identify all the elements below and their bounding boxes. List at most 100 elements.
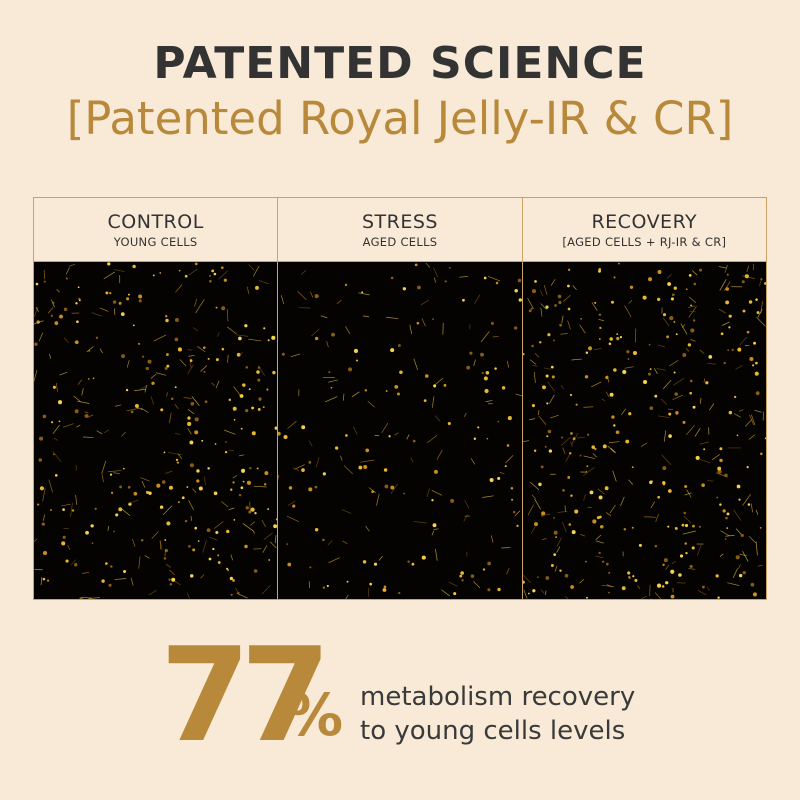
cell-speck [631,526,634,529]
cell-speck [750,503,753,513]
cell-speck [547,429,551,434]
cell-speck [684,523,688,528]
cell-speck [736,434,738,437]
cell-speck [689,379,693,383]
cell-speck [360,459,375,463]
cell-speck [382,588,387,592]
cell-speck [717,596,720,599]
cell-speck [759,452,763,456]
cell-speck [37,503,40,506]
cell-speck [133,491,138,496]
cell-speck [84,411,89,414]
cell-speck [448,581,459,587]
cell-speck [612,470,617,482]
cell-speck [188,544,191,548]
cell-speck [528,418,535,421]
cell-speck [585,596,588,599]
cell-speck [257,378,261,382]
cell-speck [699,397,702,404]
cell-speck [330,386,333,389]
cell-speck [571,530,576,535]
cell-speck [514,510,521,517]
cell-speck [664,581,669,585]
cell-speck [508,415,513,421]
cell-speck [287,515,300,522]
cell-speck [249,466,252,470]
cell-speck [327,584,330,587]
cell-speck [553,304,557,307]
cell-speck [685,425,695,436]
cell-speck [425,374,429,378]
cell-speck [215,380,220,389]
cell-speck [662,379,672,390]
cell-speck [435,548,438,561]
cell-speck [547,381,555,392]
cell-speck [91,312,102,317]
cell-speck [181,496,185,500]
cell-speck [706,363,716,365]
cell-speck [242,383,246,387]
cell-speck [654,592,662,599]
cell-speck [258,397,262,401]
cell-speck [165,470,173,474]
cell-speck [213,491,218,496]
cell-speck [602,444,607,449]
panel-grid: CONTROL YOUNG CELLS STRESS AGED CELLS RECO… [33,197,767,600]
cell-speck [394,384,399,389]
panel-header: STRESS AGED CELLS [278,198,522,262]
cell-speck [681,523,685,527]
cell-speck [741,550,749,562]
cell-speck [533,498,541,510]
cell-speck [187,427,192,435]
cell-speck [323,472,327,476]
cell-speck [391,276,394,280]
cell-speck [247,286,250,294]
cell-speck [239,454,244,457]
cell-speck [726,512,730,516]
cell-speck [190,574,194,578]
cell-speck [48,479,53,493]
cell-speck [609,337,613,341]
cell-speck [398,591,401,595]
cell-speck [148,589,157,596]
cell-speck [724,300,729,305]
cell-speck [657,495,660,499]
cell-speck [650,501,655,509]
cell-speck [43,269,46,280]
cell-speck [691,546,695,550]
cell-speck [584,375,588,379]
cell-speck [631,575,634,578]
cell-speck [365,525,370,532]
cell-speck [107,262,111,266]
cell-speck [569,494,573,497]
cell-speck [721,321,730,326]
cell-speck [211,269,215,273]
cell-speck [287,562,292,567]
cell-speck [556,537,562,547]
cell-speck [757,308,763,318]
cell-speck [715,574,719,578]
cell-speck [609,392,614,397]
cell-speck [598,313,601,316]
cell-speck [610,415,615,419]
cell-speck [625,350,630,354]
cell-speck [462,298,466,302]
cell-speck [91,542,94,545]
cell-speck [61,541,66,546]
cell-speck [540,514,543,517]
cell-speck [735,528,742,535]
cell-speck [750,414,755,425]
cell-speck [474,294,481,304]
cell-speck [90,524,94,528]
cell-speck [597,268,601,271]
cell-speck [763,282,766,285]
cell-speck [514,288,519,293]
cell-speck [657,344,665,348]
cell-speck [604,486,609,491]
cell-speck [738,498,741,501]
cell-speck [751,364,754,367]
cell-speck [67,544,71,550]
cell-speck [649,368,652,370]
cell-speck [737,564,741,569]
